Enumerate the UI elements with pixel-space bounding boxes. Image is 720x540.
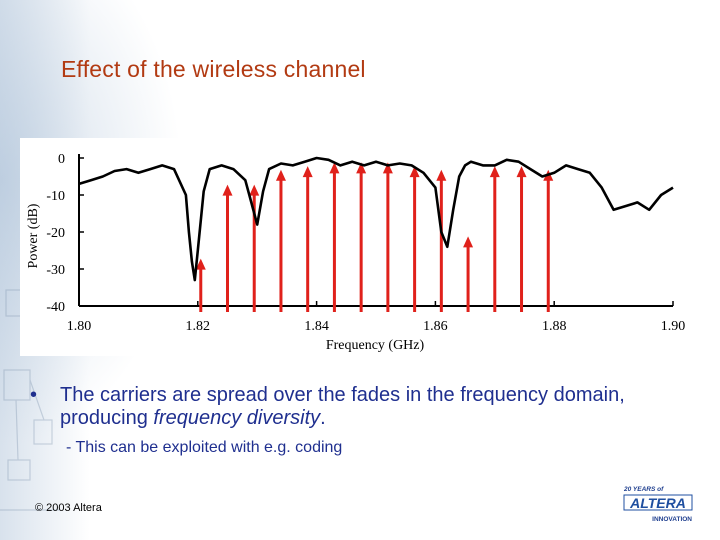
logo-top-text: 20 YEARS of (623, 486, 664, 493)
bullet-text-end: . (320, 407, 326, 429)
y-tick-label: -30 (46, 263, 65, 278)
bullet-text: The carriers are spread over the fades i… (60, 384, 680, 430)
carrier-arrow-head (356, 162, 367, 174)
slide-title: Effect of the wireless channel (61, 56, 366, 82)
sub-bullet: - This can be exploited with e.g. coding (66, 439, 343, 456)
channel-response-curve (78, 156, 674, 282)
x-tick-label: 1.82 (186, 319, 211, 334)
bullet-text-emphasis: frequency diversity (153, 407, 321, 429)
x-tick-label: 1.84 (304, 319, 329, 334)
carrier-arrow-head (463, 236, 474, 248)
carrier-arrow-head (249, 184, 260, 196)
y-axis-label: Power (dB) (26, 203, 41, 268)
carrier-arrow-head (222, 184, 233, 196)
carrier-arrow-head (275, 169, 286, 181)
carrier-arrows (195, 162, 554, 312)
x-tick-label: 1.80 (67, 319, 92, 334)
x-tick-label: 1.90 (661, 319, 686, 334)
tick-labels: 0 -10 -20 -30 -401.80 1.82 1.84 1.86 1.88 1.90 (46, 152, 685, 334)
carrier-arrow-head (302, 166, 313, 178)
logo-bottom-text: INNOVATION (652, 516, 692, 523)
logo-main-text: ALTERA (629, 495, 686, 511)
carrier-arrow-head (436, 169, 447, 181)
carrier-arrow-head (489, 166, 500, 178)
x-tick-label: 1.86 (423, 319, 448, 334)
y-tick-label: -20 (46, 226, 65, 241)
y-tick-label: 0 (58, 152, 65, 167)
frequency-response-chart: 0 -10 -20 -30 -401.80 1.82 1.84 1.86 1.88 1.90 Fr… (20, 138, 700, 356)
x-tick-label: 1.88 (542, 319, 567, 334)
bullet-text-part: The carriers are spread over the fades i… (60, 384, 625, 429)
bullet-symbol: • (30, 384, 38, 406)
carrier-arrow-head (195, 258, 206, 270)
carrier-arrow-head (516, 166, 527, 178)
carrier-arrow-head (329, 162, 340, 174)
copyright-notice: © 2003 Altera (35, 502, 102, 514)
chart-axes (78, 154, 674, 307)
carrier-arrow-head (409, 166, 420, 178)
carrier-arrow-head (382, 162, 393, 174)
x-axis-label: Frequency (GHz) (326, 338, 425, 353)
y-tick-label: -10 (46, 189, 65, 204)
y-tick-label: -40 (46, 300, 65, 315)
altera-logo: 20 YEARS of ALTERA INNOVATION (623, 486, 693, 523)
